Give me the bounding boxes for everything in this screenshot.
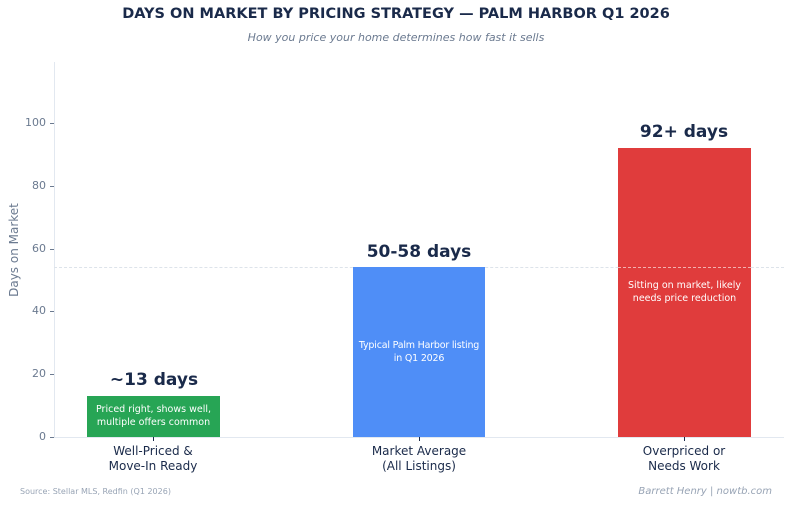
bar-annotation: Sitting on market, likely needs price re… — [628, 280, 741, 304]
bar-annotation: Priced right, shows well, multiple offer… — [95, 404, 212, 428]
x-tick-mark — [153, 437, 154, 441]
x-tick-label: Market Average (All Listings) — [371, 444, 467, 473]
y-tick-label: 80 — [32, 179, 46, 192]
bar-overpriced: Sitting on market, likely needs price re… — [618, 148, 751, 437]
bar-value-label: ~13 days — [109, 370, 199, 390]
bar-annotation: Typical Palm Harbor listing in Q1 2026 — [358, 340, 480, 364]
y-tick-label: 20 — [32, 367, 46, 380]
y-tick-mark — [50, 311, 54, 312]
bar-value-label: 92+ days — [639, 122, 729, 142]
x-tick-mark — [419, 437, 420, 441]
x-tick-label: Well-Priced & Move-In Ready — [108, 444, 198, 473]
x-tick-mark — [684, 437, 685, 441]
credit-note: Barrett Henry | nowtb.com — [638, 486, 772, 497]
y-tick-mark — [50, 437, 54, 438]
y-tick-mark — [50, 374, 54, 375]
y-tick-mark — [50, 186, 54, 187]
x-tick-label: Overpriced or Needs Work — [642, 444, 726, 473]
reference-line-over-bar — [618, 267, 751, 268]
bar-well-priced: Priced right, shows well, multiple offer… — [87, 396, 220, 437]
source-note: Source: Stellar MLS, Redfin (Q1 2026) — [20, 487, 171, 496]
y-tick-mark — [50, 249, 54, 250]
chart-subtitle: How you price your home determines how f… — [247, 31, 545, 44]
y-tick-mark — [50, 123, 54, 124]
y-axis-line — [54, 62, 55, 437]
bar-market-average: Typical Palm Harbor listing in Q1 2026 — [353, 267, 485, 437]
y-tick-label: 0 — [39, 430, 46, 443]
y-tick-label: 60 — [32, 242, 46, 255]
bar-value-label: 50-58 days — [366, 242, 472, 262]
y-tick-label: 40 — [32, 304, 46, 317]
y-tick-label: 100 — [25, 116, 46, 129]
chart-title: DAYS ON MARKET BY PRICING STRATEGY — PAL… — [122, 6, 670, 22]
